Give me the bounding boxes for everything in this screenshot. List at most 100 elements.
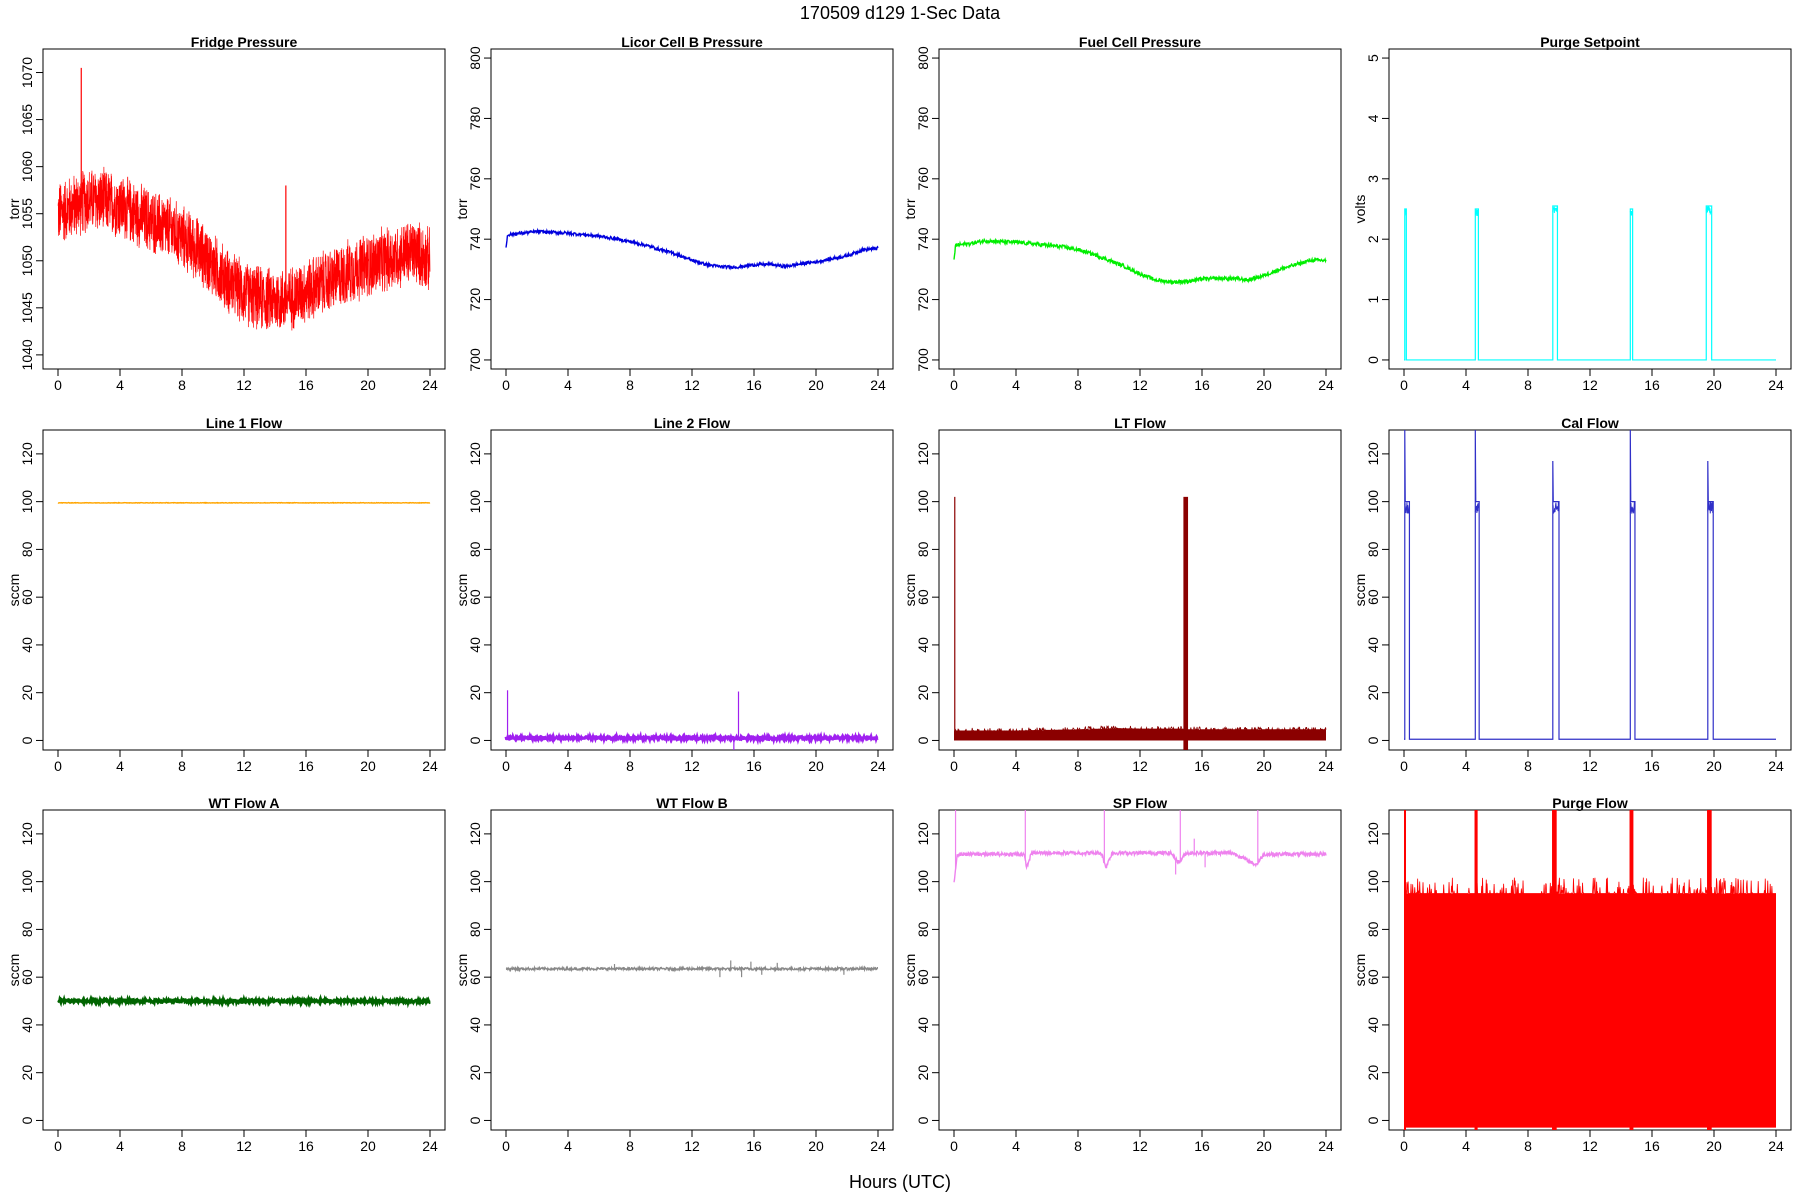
x-tick-label: 4 <box>116 1138 124 1154</box>
x-tick-label: 16 <box>298 1138 314 1154</box>
y-tick-label: 40 <box>467 1017 483 1033</box>
y-tick-label: 740 <box>915 227 931 251</box>
y-axis-label: sccm <box>902 954 918 987</box>
x-tick-label: 8 <box>1524 1138 1532 1154</box>
series-fuel-cell-pressure <box>953 237 1327 286</box>
y-tick-label: 20 <box>1365 1065 1381 1081</box>
series-line-2-flow <box>504 690 879 750</box>
plot-frame <box>42 429 446 751</box>
x-tick-label: 0 <box>502 1138 510 1154</box>
series-band <box>1404 893 1776 1128</box>
series-purge-flow <box>1404 810 1776 1130</box>
y-tick-label: 0 <box>1365 356 1381 364</box>
y-tick-label: 120 <box>1365 442 1381 466</box>
x-tick-label: 24 <box>422 758 438 774</box>
y-tick-label: 120 <box>467 822 483 846</box>
y-tick-label: 0 <box>467 736 483 744</box>
y-tick-label: 80 <box>1365 921 1381 937</box>
x-tick-label: 12 <box>684 1138 700 1154</box>
y-tick-label: 1050 <box>19 245 35 276</box>
series-purge-setpoint <box>1404 205 1776 361</box>
plot-frame <box>1388 429 1792 751</box>
y-tick-label: 0 <box>1365 736 1381 744</box>
y-tick-label: 40 <box>19 637 35 653</box>
y-tick-label: 40 <box>915 1017 931 1033</box>
y-tick-label: 720 <box>915 288 931 312</box>
y-tick-label: 100 <box>19 490 35 514</box>
x-tick-label: 12 <box>236 758 252 774</box>
series-line <box>504 730 879 746</box>
panel-title: Line 1 Flow <box>206 415 282 431</box>
plot-frame <box>490 48 894 370</box>
x-tick-label: 24 <box>422 377 438 393</box>
y-tick-label: 20 <box>1365 685 1381 701</box>
panel-sp-flow: SP Flow sccm 0 4 8 12 16 20 24 0 20 40 60 80 100 120 <box>902 795 1342 1154</box>
y-tick-label: 1045 <box>19 292 35 323</box>
x-tick-label: 16 <box>1194 1138 1210 1154</box>
y-tick-label: 20 <box>19 1065 35 1081</box>
x-tick-label: 0 <box>502 758 510 774</box>
x-tick-label: 8 <box>1524 758 1532 774</box>
y-tick-label: 20 <box>467 1065 483 1081</box>
panel-title: Fuel Cell Pressure <box>1079 34 1201 50</box>
pulse-jitter <box>1552 501 1560 514</box>
x-tick-label: 20 <box>360 377 376 393</box>
y-tick-label: 80 <box>467 921 483 937</box>
x-tick-label: 8 <box>178 758 186 774</box>
x-tick-label: 8 <box>626 377 634 393</box>
x-tick-label: 0 <box>950 758 958 774</box>
x-tick-label: 8 <box>626 758 634 774</box>
y-tick-label: 100 <box>19 870 35 894</box>
y-tick-label: 100 <box>915 490 931 514</box>
x-tick-label: 20 <box>1256 758 1272 774</box>
x-tick-label: 4 <box>564 758 572 774</box>
x-tick-label: 20 <box>1706 758 1722 774</box>
panel-cal-flow: Cal Flow sccm 0 4 8 12 16 20 24 0 20 40 60 80 100 120 <box>1352 415 1792 774</box>
y-tick-label: 5 <box>1365 54 1381 62</box>
y-tick-label: 60 <box>19 969 35 985</box>
x-tick-label: 16 <box>746 1138 762 1154</box>
y-tick-label: 60 <box>467 969 483 985</box>
y-axis-label: volts <box>1352 195 1368 224</box>
panel-title: Fridge Pressure <box>191 34 298 50</box>
pulse-jitter <box>1474 208 1479 217</box>
x-tick-label: 12 <box>684 377 700 393</box>
panel-wt-flow-b: WT Flow B sccm 0 4 8 12 16 20 24 0 20 40 60 80 100 120 <box>454 795 894 1154</box>
x-tick-label: 24 <box>870 1138 886 1154</box>
y-tick-label: 100 <box>467 870 483 894</box>
y-tick-label: 100 <box>467 490 483 514</box>
x-tick-label: 16 <box>1644 758 1660 774</box>
x-tick-label: 24 <box>1318 758 1334 774</box>
panel-title: WT Flow A <box>208 795 279 811</box>
y-tick-label: 0 <box>1365 1116 1381 1124</box>
x-tick-label: 0 <box>54 377 62 393</box>
x-tick-label: 0 <box>502 377 510 393</box>
panel-fuel-cell-pressure: Fuel Cell Pressure torr 0 4 8 12 16 20 24 700 720 7… <box>902 34 1342 393</box>
y-tick-label: 0 <box>19 736 35 744</box>
y-tick-label: 120 <box>1365 822 1381 846</box>
x-tick-label: 20 <box>808 1138 824 1154</box>
panel-line-2-flow: Line 2 Flow sccm 0 4 8 12 16 20 24 0 20 40 60 80 100 12… <box>454 415 894 774</box>
x-tick-label: 0 <box>1400 377 1408 393</box>
series-wt-flow-a <box>57 993 431 1009</box>
y-tick-label: 800 <box>915 46 931 70</box>
y-tick-label: 1055 <box>19 198 35 229</box>
series-line <box>505 964 879 973</box>
plot-frame <box>938 429 1342 751</box>
y-tick-label: 40 <box>915 637 931 653</box>
series-lt-flow <box>954 496 1327 750</box>
x-tick-label: 20 <box>808 377 824 393</box>
x-tick-label: 16 <box>1644 1138 1660 1154</box>
panel-wt-flow-a: WT Flow A sccm 0 4 8 12 16 20 24 0 20 40 60 80 100 120 <box>6 795 446 1154</box>
y-tick-label: 120 <box>19 822 35 846</box>
x-axis-label: Hours (UTC) <box>849 1172 951 1192</box>
x-tick-label: 12 <box>1132 1138 1148 1154</box>
panel-line-1-flow: Line 1 Flow sccm 0 4 8 12 16 20 24 0 20 40 60 80 100 12… <box>6 415 446 774</box>
panel-title: Purge Flow <box>1552 795 1628 811</box>
pulse-jitter <box>1404 209 1407 216</box>
y-tick-label: 700 <box>915 348 931 372</box>
x-tick-label: 24 <box>422 1138 438 1154</box>
x-tick-label: 20 <box>1706 377 1722 393</box>
